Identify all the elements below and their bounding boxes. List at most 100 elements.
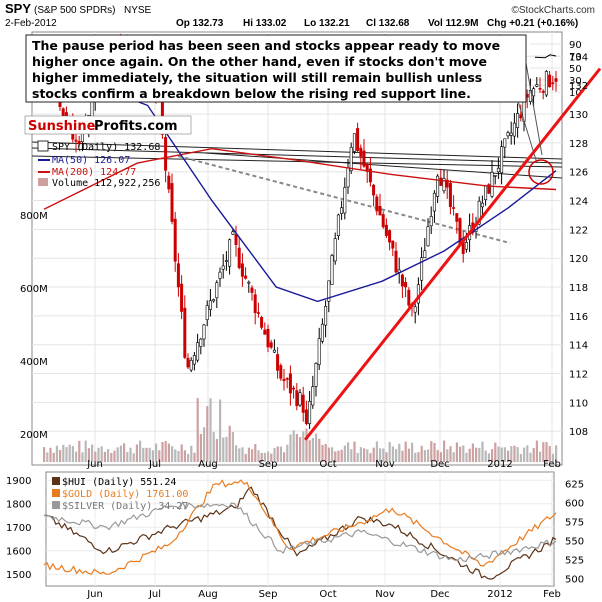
volume-bar [523,447,526,462]
metals-left-tick-label: 1600 [6,547,31,558]
volume-bar [395,449,398,462]
header-open: Op 132.73 [176,18,224,29]
volume-bar [193,452,196,462]
legend-swatch-volume [38,178,48,186]
volume-bar [235,445,238,462]
price-tick-label: 126 [569,168,588,179]
volume-bar [417,452,420,462]
volume-bar [379,448,382,462]
volume-bar [241,447,244,462]
volume-bar [244,453,247,462]
volume-bar [43,447,46,462]
candle-body [199,338,203,347]
legend-swatch-gold [52,489,60,497]
volume-bar [145,447,148,462]
metals-x-tick-label: Aug [198,589,218,600]
volume-bar [267,451,270,462]
volume-bar [398,443,401,462]
candle-body [490,172,494,197]
candle-body [487,184,491,194]
candle-body [167,175,171,190]
volume-bar [171,446,174,462]
volume-bar [228,425,231,462]
volume-bar [443,440,446,462]
candle-body [384,224,388,236]
volume-bar [433,442,436,462]
volume-bar [295,433,298,462]
volume-bar [321,444,324,462]
candle-body [404,281,408,288]
candle-body [288,373,292,394]
candle-body [400,274,404,287]
volume-bar [68,444,71,462]
volume-bar [407,448,410,462]
price-tick-label: 130 [569,110,588,121]
price-x-axis: Jun Jul Aug Sep Oct Nov Dec 2012 Feb [86,459,561,470]
candle-body [314,363,318,387]
price-x-tick-label: Sep [259,459,278,470]
volume-bar [315,433,318,462]
candle-body [432,192,436,212]
price-tick-label: 116 [569,312,588,323]
legend-gold: $GOLD (Daily) 1761.00 [62,489,188,500]
volume-bar [289,434,292,462]
volume-bar [116,447,119,462]
volume-bar [366,449,369,462]
candle-body [173,218,177,262]
price-tick-label: 124 [569,197,588,208]
metals-series-line [43,500,557,563]
volume-bar [347,442,350,462]
volume-bar [78,440,81,462]
header-symbol: SPY [5,1,31,16]
candle-body [292,387,296,390]
price-tick-label: 134 [569,52,588,63]
highlight-circle [528,159,554,185]
legend-swatch-silver [52,501,60,509]
candle-body [506,132,510,137]
price-tick-label: 112 [569,370,588,381]
candle-body [164,137,168,171]
volume-bar [388,442,391,462]
candle-body [250,287,254,293]
metals-x-tick-label: Dec [430,589,449,600]
candle-body [439,177,443,186]
metals-left-tick-label: 1900 [6,476,31,487]
resistance-line [31,147,563,164]
volume-bar [545,442,548,462]
metals-legend: $HUI (Daily) 551.24 $GOLD (Daily) 1761.0… [52,477,188,512]
volume-bar [334,451,337,462]
candle-body [516,113,520,128]
price-tick-label: 132 [569,81,588,92]
volume-bar [532,447,535,462]
candle-body [352,133,356,152]
candle-body [359,147,363,157]
volume-bar [148,447,151,462]
candle-body [256,312,260,314]
candle-body [362,150,366,167]
candle-body [221,265,225,270]
annotation-text: The pause period has been seen and stock… [32,38,500,101]
candle-body [368,168,372,183]
volume-bar [196,398,199,462]
candle-body [304,409,308,424]
volume-bar [404,441,407,462]
candle-body [445,179,449,188]
volume-bar [158,450,161,462]
price-x-tick-label: Feb [543,459,561,470]
candle-body [228,239,232,267]
candle-body [327,280,331,302]
volume-bar [411,442,414,462]
volume-bar [491,449,494,462]
volume-bar [231,432,234,462]
ma50-line [74,77,557,303]
volume-bar [542,442,545,462]
candle-body [378,206,382,216]
candle-body [548,74,552,88]
brand-logo: Sunshine Profits.com [24,115,192,135]
volume-bar [142,447,145,462]
metals-axis: 1500 1600 1700 1800 1900 500 525 550 575 600 625 Ju… [6,476,584,600]
candle-body [436,175,440,197]
volume-bar [126,452,129,462]
volume-bar [219,399,222,462]
